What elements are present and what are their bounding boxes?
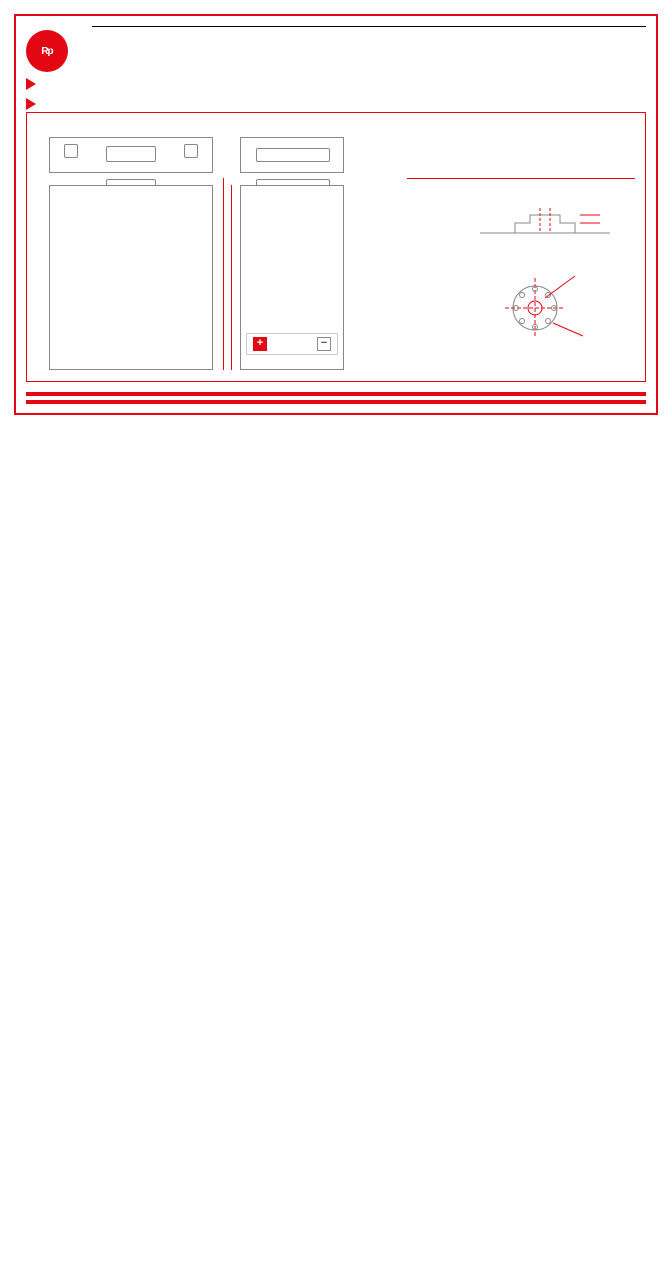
brand-logo: Rp	[26, 30, 74, 72]
dim-line-h	[223, 178, 224, 370]
datasheet-container: Rp	[14, 14, 658, 415]
logo-icon: Rp	[26, 30, 68, 72]
dimensions-diagram: + −	[26, 112, 646, 382]
dimensions-header	[26, 98, 646, 110]
terminal-profile-icon	[475, 203, 615, 243]
dim-line-H	[231, 185, 232, 370]
current-table-section	[26, 392, 646, 396]
power-table-title	[26, 400, 646, 404]
triangle-icon	[26, 98, 36, 110]
battery-front-view	[49, 185, 213, 370]
battery-side-view: + −	[240, 185, 344, 370]
terminal-bolt-icon	[505, 268, 585, 348]
model-block	[92, 26, 646, 31]
spec-section-header	[26, 78, 646, 90]
battery-top-view	[49, 137, 213, 173]
terminal-divider	[407, 178, 635, 179]
battery-side-top-view	[240, 137, 344, 173]
current-table-title	[26, 392, 646, 396]
triangle-icon	[26, 78, 36, 90]
power-table-section	[26, 400, 646, 404]
header-row: Rp	[26, 26, 646, 72]
